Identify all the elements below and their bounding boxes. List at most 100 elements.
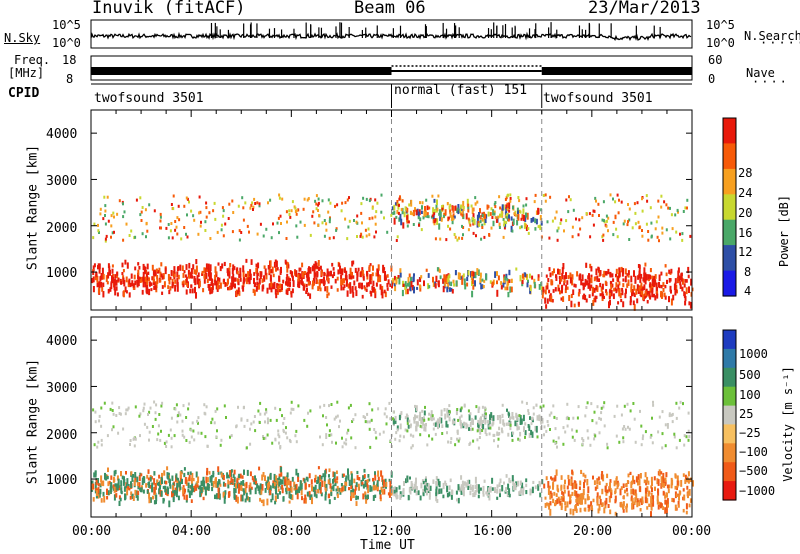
velocity-cell xyxy=(333,496,336,500)
power-cell xyxy=(263,265,266,269)
power-cell xyxy=(282,279,285,284)
velocity-cell xyxy=(683,494,686,501)
velocity-cell xyxy=(196,419,199,423)
power-cell xyxy=(344,201,347,205)
power-cell xyxy=(427,283,430,290)
power-cell xyxy=(668,278,671,283)
velocity-cell xyxy=(460,475,463,480)
power-cell xyxy=(507,218,510,222)
power-cell xyxy=(571,279,574,286)
velocity-cell xyxy=(607,504,610,509)
power-cell xyxy=(633,202,636,206)
power-cell xyxy=(504,275,507,281)
velocity-cell xyxy=(529,488,532,496)
power-cell xyxy=(416,279,419,286)
velocity-cell xyxy=(203,403,206,407)
power-cell xyxy=(386,230,389,234)
power-cell xyxy=(389,283,392,287)
power-cell xyxy=(263,276,265,282)
velocity-cell xyxy=(97,482,100,487)
power-cell xyxy=(511,229,514,233)
velocity-cell xyxy=(537,484,540,491)
power-cell xyxy=(419,277,422,283)
power-cell xyxy=(505,215,508,219)
power-cell xyxy=(138,276,141,281)
power-cell xyxy=(151,276,154,281)
velocity-cell xyxy=(624,489,626,494)
velocity-cell xyxy=(600,411,603,415)
power-cell xyxy=(402,222,405,229)
power-cell xyxy=(500,281,503,285)
velocity-cell xyxy=(99,488,102,495)
velocity-cell xyxy=(664,423,667,427)
power-cell xyxy=(272,222,274,226)
power-cell xyxy=(448,287,451,292)
velocity-cell xyxy=(687,471,690,477)
velocity-cell xyxy=(596,497,599,505)
velocity-cell xyxy=(100,443,103,447)
velocity-cell xyxy=(190,490,193,496)
velocity-cell xyxy=(446,424,449,428)
power-cell xyxy=(98,267,101,274)
velocity-cell xyxy=(212,481,215,488)
power-cell xyxy=(174,220,177,223)
velocity-cell xyxy=(409,476,411,480)
power-cell xyxy=(510,286,513,293)
velocity-cell xyxy=(547,423,550,427)
velocity-cell xyxy=(210,482,213,486)
power-cell xyxy=(415,209,418,216)
power-cell xyxy=(356,272,359,276)
velocity-cell xyxy=(413,483,416,490)
power-cell xyxy=(112,211,115,215)
power-cell xyxy=(412,209,415,217)
velocity-cell xyxy=(408,419,411,423)
power-cell xyxy=(630,286,633,293)
velocity-cell xyxy=(336,485,339,492)
velocity-cell xyxy=(217,492,220,499)
velocity-cell xyxy=(350,436,353,440)
velocity-cell xyxy=(209,476,212,483)
power-cell xyxy=(502,282,505,288)
velocity-cell xyxy=(564,430,567,434)
velocity-cell xyxy=(139,434,141,438)
velocity-cell xyxy=(378,432,381,436)
power-cell xyxy=(195,292,197,299)
velocity-cell xyxy=(116,487,119,491)
power-cell xyxy=(628,207,631,211)
power-cell xyxy=(313,263,316,268)
power-cell xyxy=(525,224,528,231)
velocity-cell xyxy=(143,402,146,406)
velocity-cell xyxy=(153,478,156,485)
power-cell xyxy=(681,238,684,242)
power-cell xyxy=(622,278,625,282)
velocity-cell xyxy=(177,414,180,417)
power-cell xyxy=(140,210,143,214)
velocity-cell xyxy=(567,479,570,486)
power-cell xyxy=(205,206,208,210)
power-cell xyxy=(142,263,145,271)
velocity-cell xyxy=(187,488,190,493)
velocity-cell xyxy=(548,413,551,417)
power-cell xyxy=(601,283,604,290)
velocity-cell xyxy=(594,486,597,491)
velocity-cell xyxy=(674,485,677,490)
velocity-cell xyxy=(571,428,574,432)
power-cell xyxy=(432,219,435,224)
power-cell xyxy=(311,265,314,272)
velocity-cell xyxy=(279,446,282,450)
power-cell xyxy=(589,285,592,291)
velocity-cell xyxy=(163,470,166,476)
power-cell xyxy=(95,272,98,277)
velocity-cell xyxy=(220,438,223,442)
velocity-cell xyxy=(444,413,447,420)
velocity-cell xyxy=(682,496,685,501)
velocity-cell xyxy=(488,420,491,425)
power-cell xyxy=(174,284,177,292)
power-cell xyxy=(232,264,235,272)
power-cell xyxy=(688,301,691,306)
power-cell xyxy=(678,275,681,282)
velocity-cell xyxy=(556,498,559,505)
velocity-cell xyxy=(173,434,176,438)
velocity-cell xyxy=(307,411,309,415)
velocity-cell xyxy=(291,476,294,482)
